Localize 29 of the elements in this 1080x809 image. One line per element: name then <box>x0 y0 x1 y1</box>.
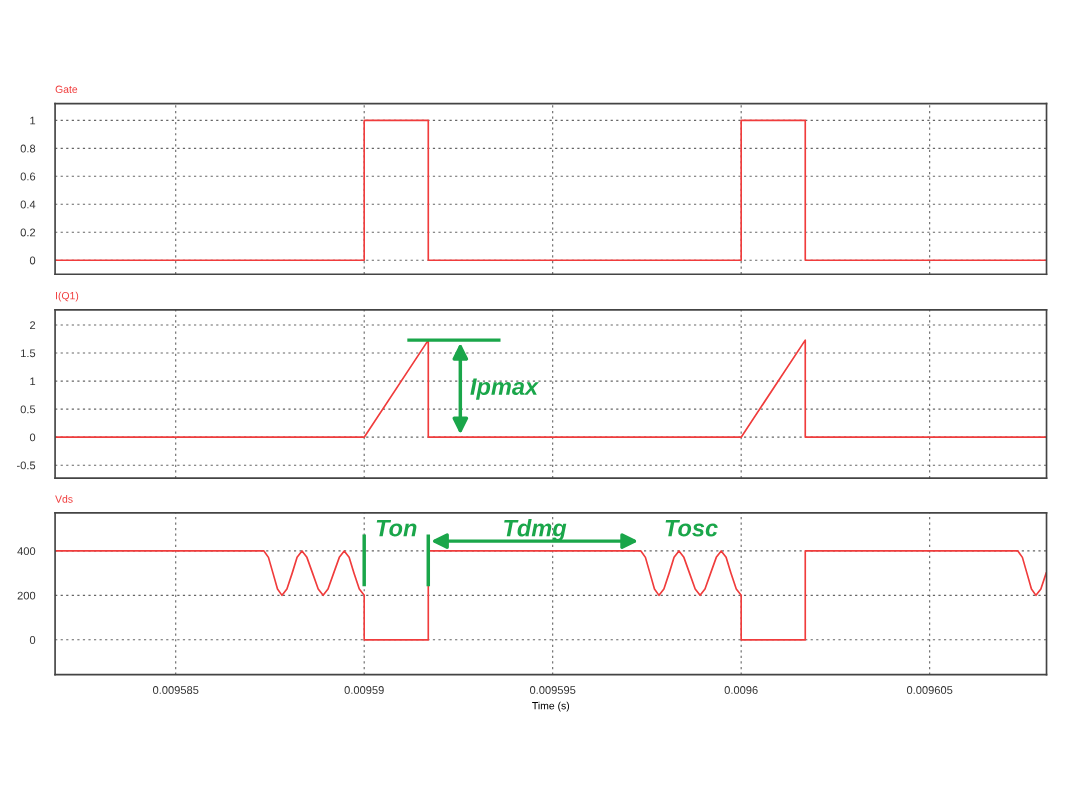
annotation: Ipmax <box>470 378 539 400</box>
y-tick-label: 0.8 <box>20 144 36 153</box>
annotation: Tdmg <box>504 519 567 542</box>
x-tick-label: 0.00959 <box>344 686 384 694</box>
chart-title: Vds <box>55 495 73 503</box>
x-tick-label: 0.009605 <box>906 686 953 694</box>
y-tick-label: -0.5 <box>16 461 36 470</box>
y-tick-label: 0 <box>29 256 36 265</box>
y-tick-label: 0.6 <box>20 172 36 181</box>
x-tick-label: 0.009585 <box>152 686 199 694</box>
x-tick-label: 0.0096 <box>724 686 758 694</box>
y-tick-label: 0.4 <box>20 200 36 209</box>
x-tick-label: 0.009595 <box>529 686 576 694</box>
y-tick-label: 1.5 <box>21 349 36 358</box>
y-tick-label: 2 <box>30 321 36 330</box>
line-series <box>55 550 1047 641</box>
y-tick-label: 200 <box>17 591 36 600</box>
y-tick-label: 0.2 <box>20 228 36 237</box>
annotation: Ton <box>376 519 417 537</box>
chart-title: Gate <box>55 85 78 93</box>
y-tick-label: 400 <box>17 547 36 556</box>
y-tick-label: 0 <box>29 636 36 644</box>
annotation: Tosc <box>665 519 718 537</box>
x-axis-title: Time (s) <box>532 701 570 712</box>
y-tick-label: 0.5 <box>20 405 36 414</box>
y-tick-label: 1 <box>30 116 36 125</box>
chart-title: I(Q1) <box>56 291 79 302</box>
y-tick-label: 1 <box>30 377 36 386</box>
y-tick-label: 0 <box>29 433 36 442</box>
